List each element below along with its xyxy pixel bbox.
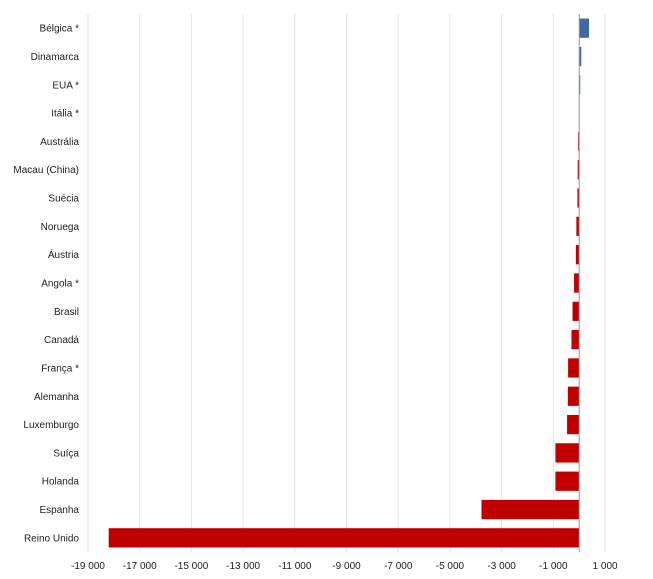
category-label: Holanda (42, 477, 80, 488)
category-label: Dinamarca (31, 52, 80, 63)
category-label: Noruega (41, 222, 80, 233)
bar (578, 131, 580, 152)
x-tick-label: -19 000 (71, 561, 105, 572)
bar (571, 330, 580, 350)
category-label: Luxemburgo (23, 420, 79, 431)
bar (568, 358, 580, 378)
bars (108, 18, 590, 548)
bar (579, 46, 582, 67)
x-tick-label: -17 000 (123, 561, 157, 572)
category-label: Reino Unido (24, 533, 79, 544)
category-label: Brasil (54, 307, 79, 318)
x-axis-tick-labels: -19 000 -17 000 -15 000 -13 000 -11 000 -9 00… (71, 561, 618, 572)
category-label: Itália * (51, 109, 79, 120)
category-label: Austrália (40, 137, 79, 148)
x-tick-label: -5 000 (436, 561, 465, 572)
grid-lines (87, 14, 606, 552)
category-label: Bélgica * (40, 24, 80, 35)
bar (108, 528, 580, 548)
x-tick-label: -15 000 (174, 561, 208, 572)
x-tick-label: -3 000 (487, 561, 516, 572)
x-tick-label: -7 000 (384, 561, 413, 572)
bar (481, 499, 580, 520)
bar (579, 18, 590, 38)
x-tick-label: -11 000 (278, 561, 312, 572)
bar (577, 188, 580, 208)
category-label: Espanha (40, 505, 80, 516)
x-tick-label: -9 000 (332, 561, 361, 572)
category-label: Canadá (44, 335, 79, 346)
category-label: Alemanha (34, 392, 79, 403)
bar (567, 414, 580, 435)
bar (555, 443, 580, 463)
bar (577, 160, 580, 180)
bar (574, 273, 580, 293)
category-label: EUA * (52, 80, 79, 91)
bar (576, 216, 580, 236)
x-tick-label: -1 000 (539, 561, 568, 572)
category-label: Suíça (53, 448, 79, 459)
category-label: Áustria (48, 248, 80, 261)
x-tick-label: -13 000 (226, 561, 260, 572)
bar (555, 471, 580, 491)
bar (579, 75, 581, 95)
bar (567, 386, 580, 406)
category-labels: Bélgica * Dinamarca EUA * Itália * Austrália… (13, 24, 79, 545)
bar (575, 245, 580, 265)
category-label: Suécia (48, 194, 79, 205)
category-label: Macau (China) (13, 165, 79, 176)
x-tick-label: 1 000 (593, 561, 618, 572)
category-label: Angola * (41, 279, 79, 290)
category-label: França * (41, 363, 79, 374)
bar (572, 301, 580, 321)
